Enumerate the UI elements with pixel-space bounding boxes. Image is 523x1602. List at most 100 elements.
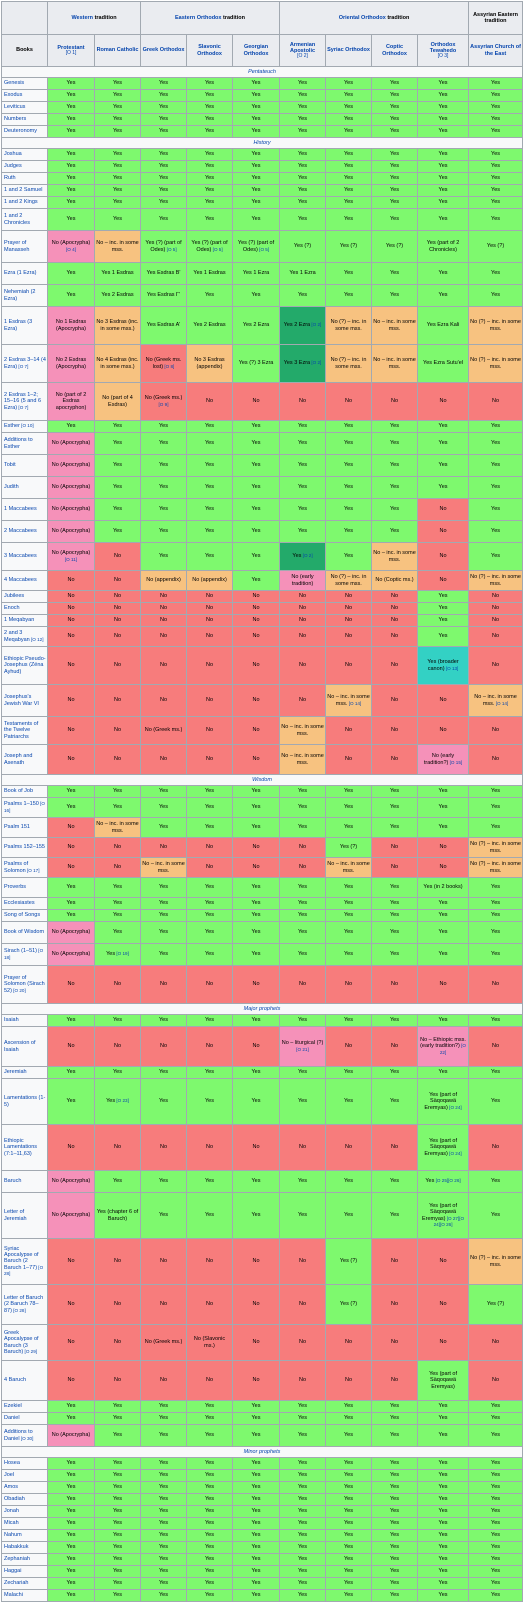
book-title[interactable]: Ezra (1 Ezra) — [4, 270, 37, 277]
book-name[interactable]: Josephus's Jewish War VI — [1, 684, 48, 717]
book-name[interactable]: Syriac Apocalypse of Baruch (2 Baruch 1–… — [1, 1238, 48, 1285]
footnote-ref[interactable]: [O 27][O 24][O 26] — [433, 1215, 465, 1227]
footnote-ref[interactable]: [O 21] — [296, 1046, 309, 1052]
book-title[interactable]: Micah — [4, 1520, 19, 1527]
book-name[interactable]: Psalms 152–155 — [1, 837, 48, 858]
footnote-ref[interactable]: [O 24] — [447, 1104, 462, 1110]
column-header-greek-orthodox[interactable]: Greek Orthodox — [140, 34, 188, 67]
book-title[interactable]: Joshua — [4, 151, 22, 158]
book-title[interactable]: Esther [O 10] — [4, 423, 34, 430]
book-title[interactable]: 1 and 2 Kings — [4, 199, 38, 206]
book-title[interactable]: 2 Esdras 3–14 (4 Ezra) [O 7] — [4, 357, 46, 370]
book-title[interactable]: 1 and 2 Chronicles — [4, 213, 30, 226]
column-header-assyrian-church[interactable]: Assyrian Church of the East — [468, 34, 523, 67]
book-title[interactable]: Ascension of Isaiah — [4, 1040, 36, 1053]
book-title[interactable]: Lamentations (1-5) — [4, 1095, 46, 1108]
footnote-ref[interactable]: [O 20] — [11, 987, 26, 993]
book-name[interactable]: Isaiah — [1, 1014, 48, 1027]
column-label[interactable]: Orthodox Tewahedo — [429, 41, 457, 54]
book-title[interactable]: Ezekiel — [4, 1403, 22, 1410]
book-title[interactable]: Greek Apocalypse of Baruch (3 Baruch) [O… — [4, 1330, 39, 1355]
book-title[interactable]: Additions to Daniel [O 30] — [4, 1429, 34, 1442]
column-label[interactable]: Coptic Orthodox — [382, 44, 407, 57]
book-name[interactable]: 2 Maccabees — [1, 520, 48, 543]
book-title[interactable]: Numbers — [4, 116, 27, 123]
book-name[interactable]: Judges — [1, 160, 48, 173]
book-name[interactable]: Book of Wisdom — [1, 921, 48, 944]
book-title[interactable]: Zephaniah — [4, 1556, 30, 1563]
book-title[interactable]: 1 and 2 Samuel — [4, 187, 43, 194]
book-name[interactable]: Jeremiah — [1, 1066, 48, 1079]
book-name[interactable]: Sirach (1–51) [O 18] — [1, 943, 48, 966]
footnote-ref[interactable]: [O 14] — [494, 700, 509, 706]
book-title[interactable]: Ethiopic Pseudo-Josephus (Zëna Ayhud) — [4, 656, 46, 675]
book-title[interactable]: Obadiah — [4, 1496, 25, 1503]
footnote-ref[interactable]: [O 5] — [211, 246, 223, 252]
footnote-ref[interactable]: [O 7] — [17, 404, 29, 410]
book-name[interactable]: 4 Maccabees — [1, 570, 48, 591]
book-name[interactable]: Zephaniah — [1, 1553, 48, 1566]
book-name[interactable]: Prayer of Solomon (Sirach 52) [O 20] — [1, 965, 48, 1004]
section-title[interactable]: Major prophets — [0, 1003, 523, 1015]
footnote-ref[interactable]: [O 16] — [4, 801, 45, 813]
column-header-slavonic-orthodox[interactable]: Slavonic Orthodox — [186, 34, 234, 67]
book-name[interactable]: Song of Songs — [1, 909, 48, 922]
book-title[interactable]: Testaments of the Twelve Patriarchs — [4, 721, 39, 740]
column-label[interactable]: Greek Orthodox — [142, 47, 185, 54]
footnote-ref[interactable]: [O 2] — [301, 553, 313, 559]
book-title[interactable]: Jonah — [4, 1508, 19, 1515]
section-title[interactable]: Minor prophets — [0, 1446, 523, 1458]
book-name[interactable]: Tobit — [1, 454, 48, 477]
book-title[interactable]: Baruch — [4, 1178, 22, 1185]
book-name[interactable]: Jubilees — [1, 590, 48, 603]
book-name[interactable]: Daniel — [1, 1412, 48, 1425]
column-note[interactable]: [O 1] — [65, 49, 77, 56]
book-title[interactable]: Prayer of Solomon (Sirach 52) [O 20] — [4, 975, 45, 994]
book-name[interactable]: 1 and 2 Kings — [1, 196, 48, 209]
column-header-syriac-orthodox[interactable]: Syriac Orthodox — [325, 34, 373, 67]
book-name[interactable]: 4 Baruch — [1, 1360, 48, 1401]
book-title[interactable]: Exodus — [4, 92, 23, 99]
column-header-orthodox-tewahedo[interactable]: Orthodox Tewahedo [O 3] — [417, 34, 470, 67]
footnote-ref[interactable]: [O 23] — [115, 1098, 129, 1104]
footnote-ref[interactable]: [O 25][O 26] — [434, 1178, 461, 1184]
footnote-ref[interactable]: [O 17] — [25, 867, 40, 873]
footnote-ref[interactable]: [O 5] — [165, 246, 177, 252]
book-name[interactable]: Prayer of Manasseh — [1, 230, 48, 263]
book-name[interactable]: Lamentations (1-5) — [1, 1078, 48, 1125]
column-header-georgian-orthodox[interactable]: Georgian Orthodox — [232, 34, 281, 67]
book-name[interactable]: 1 and 2 Chronicles — [1, 208, 48, 231]
book-title[interactable]: Daniel — [4, 1415, 20, 1422]
column-header-armenian-apostolic[interactable]: Armenian Apostolic [O 2] — [279, 34, 327, 67]
book-name[interactable]: Micah — [1, 1517, 48, 1530]
book-name[interactable]: 1 Meqabyan — [1, 614, 48, 627]
book-name[interactable]: Nahum — [1, 1529, 48, 1542]
book-name[interactable]: Enoch — [1, 602, 48, 615]
book-title[interactable]: Prayer of Manasseh — [4, 240, 30, 253]
book-name[interactable]: Letter of Baruch (2 Baruch 78–87) [O 28] — [1, 1284, 48, 1325]
book-title[interactable]: 1 Esdras (3 Ezra) — [4, 319, 33, 332]
footnote-ref[interactable]: [O 30] — [19, 1435, 34, 1441]
tradition-link[interactable]: Western — [71, 14, 94, 21]
book-name[interactable]: Joel — [1, 1469, 48, 1482]
footnote-ref[interactable]: [O 9] — [158, 401, 169, 407]
section-title[interactable]: History — [0, 137, 523, 149]
book-name[interactable]: Hosea — [1, 1457, 48, 1470]
book-title[interactable]: Judges — [4, 163, 22, 170]
footnote-ref[interactable]: [O 10] — [19, 423, 34, 429]
book-title[interactable]: Haggai — [4, 1568, 22, 1575]
book-name[interactable]: Leviticus — [1, 101, 48, 114]
book-name[interactable]: 1 Maccabees — [1, 498, 48, 521]
book-name[interactable]: Deuteronomy — [1, 125, 48, 138]
column-header-coptic-orthodox[interactable]: Coptic Orthodox — [371, 34, 419, 67]
book-name[interactable]: Obadiah — [1, 1493, 48, 1506]
footnote-ref[interactable]: [O 4] — [66, 246, 76, 252]
footnote-ref[interactable]: [O 8] — [163, 363, 175, 369]
book-name[interactable]: Proverbs — [1, 877, 48, 898]
book-name[interactable]: Malachi — [1, 1589, 48, 1602]
book-name[interactable]: Testaments of the Twelve Patriarchs — [1, 716, 48, 745]
book-title[interactable]: 3 Maccabees — [4, 553, 37, 560]
book-title[interactable]: Ethiopic Lamentations (7:1–11,63) — [4, 1138, 38, 1157]
book-name[interactable]: Judith — [1, 476, 48, 499]
book-title[interactable]: Joseph and Asenath — [4, 753, 33, 766]
